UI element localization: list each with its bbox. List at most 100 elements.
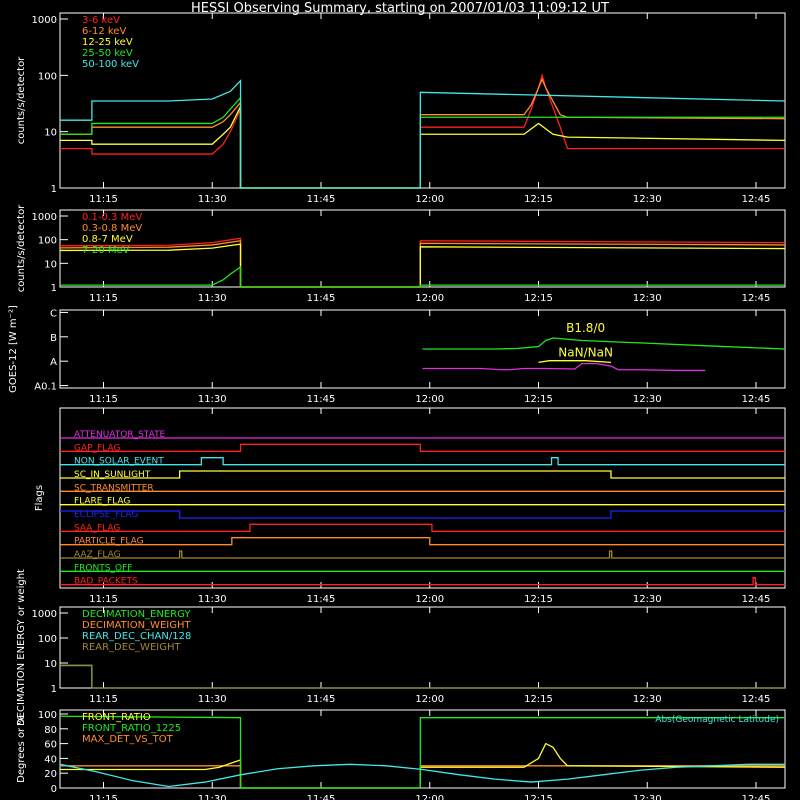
lowE-xtick-label: 11:45: [307, 194, 336, 205]
flags-xtick-label: 11:45: [307, 594, 336, 605]
flags-xtick-label: 12:00: [415, 594, 444, 605]
flags-ylabel: Flags: [34, 485, 45, 511]
flags-xtick-label: 11:15: [89, 594, 118, 605]
highE-xtick-label: 12:30: [633, 293, 662, 304]
decim-ytick-label: 1: [51, 684, 57, 695]
lowE-xtick-label: 11:15: [89, 194, 118, 205]
goes-xtick-label: 11:30: [198, 394, 227, 405]
ratio-series: [59, 763, 785, 788]
lowE-legend-item: 6-12 keV: [82, 26, 126, 37]
lowE-legend-item: 50-100 keV: [82, 59, 139, 70]
ratio-series: [60, 742, 786, 789]
highE-ytick-label: 1000: [32, 212, 57, 223]
flag-label: ECLIPSE_FLAG: [74, 510, 138, 520]
lowE-series: [60, 79, 786, 189]
lowE-series: [60, 106, 786, 189]
flags-xtick-label: 12:45: [742, 594, 771, 605]
flag-label: NON_SOLAR_EVENT: [74, 457, 164, 467]
highE-series: [59, 237, 786, 288]
ratio-frame: [59, 709, 786, 789]
ratio-ytick-label: 20: [44, 769, 57, 780]
highE-ytick-label: 100: [38, 236, 57, 247]
ratio-xtick-label: 12:15: [524, 794, 553, 800]
decim-ytick-label: 10: [44, 659, 57, 670]
flag-label: SC_TRANSMITTER: [74, 483, 154, 493]
flags-frame: [59, 407, 786, 589]
decim-ytick-label: 100: [38, 634, 57, 645]
ratio-xtick-label: 12:30: [633, 794, 662, 800]
highE-ytick-label: 10: [44, 259, 57, 270]
lowE-xtick-label: 12:30: [633, 194, 662, 205]
decim-xtick-label: 11:15: [89, 694, 118, 705]
ratio-xtick-label: 12:00: [415, 794, 444, 800]
goes-xtick-label: 12:00: [415, 394, 444, 405]
goes-xtick-label: 12:30: [633, 394, 662, 405]
decim-ytick-label: 1000: [32, 609, 57, 620]
highE-xtick-label: 12:15: [524, 293, 553, 304]
ratio-ylabel: Degrees or %: [16, 715, 27, 783]
goes-annotation: NaN/NaN: [558, 345, 613, 359]
highE-series: [60, 265, 785, 288]
flag-line: [60, 470, 785, 479]
lowE-ytick-label: 1: [51, 184, 57, 195]
flags-xtick-label: 12:30: [633, 594, 662, 605]
ratio-ytick-label: 60: [44, 740, 57, 751]
lowE-xtick-label: 12:15: [524, 194, 553, 205]
highE-xtick-label: 11:45: [307, 293, 336, 304]
ratio-xtick-label: 12:45: [742, 794, 771, 800]
decim-xtick-label: 12:00: [415, 694, 444, 705]
ratio-ytick-label: 100: [38, 710, 57, 721]
highE-xtick-label: 11:15: [89, 293, 118, 304]
flag-label: FLARE_FLAG: [74, 497, 130, 507]
ratio-xtick-label: 11:45: [307, 794, 336, 800]
ratio-ytick-label: 0: [51, 784, 57, 795]
flag-line: [60, 577, 785, 586]
flag-label: AAZ_FLAG: [74, 550, 121, 560]
geomag-label: Abs(Geomagnetic Latitude): [655, 715, 779, 725]
decim-xtick-label: 11:45: [307, 694, 336, 705]
highE-legend-item: 0.3-0.8 MeV: [82, 223, 142, 234]
highE-series: [59, 243, 786, 288]
ratio-xtick-label: 11:30: [198, 794, 227, 800]
decim-legend-item: REAR_DEC_WEIGHT: [82, 642, 181, 653]
flag-label: BAD_PACKETS: [74, 577, 138, 587]
decim-series: [60, 664, 785, 689]
goes-ylabel: GOES-12 [W m⁻²]: [8, 305, 19, 393]
ratio-xtick-label: 11:15: [89, 794, 118, 800]
flag-label: PARTICLE_FLAG: [74, 537, 144, 547]
flag-label: ATTENUATOR_STATE: [74, 430, 166, 440]
flag-line: [60, 550, 785, 559]
goes-xtick-label: 11:45: [307, 394, 336, 405]
flags-xtick-label: 12:15: [524, 594, 553, 605]
flag-line: [60, 523, 785, 532]
decim-ylabel: DECIMATION ENERGY or weight: [16, 569, 27, 726]
lowE-ytick-label: 10: [44, 128, 57, 139]
decim-xtick-label: 12:45: [742, 694, 771, 705]
highE-ytick-label: 1: [51, 283, 57, 294]
goes-series: [422, 362, 706, 372]
lowE-xtick-label: 11:30: [198, 194, 227, 205]
flag-line: [60, 457, 785, 466]
decim-legend-item: DECIMATION_WEIGHT: [82, 620, 191, 631]
decim-legend-item: DECIMATION_ENERGY: [82, 609, 191, 620]
highE-legend-item: 0.1-0.3 MeV: [82, 212, 142, 223]
lowE-legend-item: 25-50 keV: [82, 48, 133, 59]
flag-label: FRONTS_OFF: [74, 563, 132, 573]
goes-series: [422, 337, 786, 350]
highE-xtick-label: 12:00: [415, 293, 444, 304]
ratio-legend-item: FRONT_RATIO: [82, 712, 151, 723]
goes-xtick-label: 11:15: [89, 394, 118, 405]
highE-legend-item: 7-20 MeV: [82, 245, 130, 256]
figure-title: HESSI Observing Summary, starting on 200…: [191, 1, 609, 16]
decim-xtick-label: 11:30: [198, 694, 227, 705]
flags-xtick-label: 11:30: [198, 594, 227, 605]
lowE-xtick-label: 12:45: [742, 194, 771, 205]
flag-line: [60, 443, 785, 452]
lowE-xtick-label: 12:00: [415, 194, 444, 205]
ratio-series: [59, 715, 785, 789]
decim-series: [60, 664, 785, 689]
flag-label: SC_IN_SUNLIGHT: [74, 470, 151, 480]
flag-label: GAP_FLAG: [74, 443, 120, 453]
lowE-series: [60, 96, 785, 189]
